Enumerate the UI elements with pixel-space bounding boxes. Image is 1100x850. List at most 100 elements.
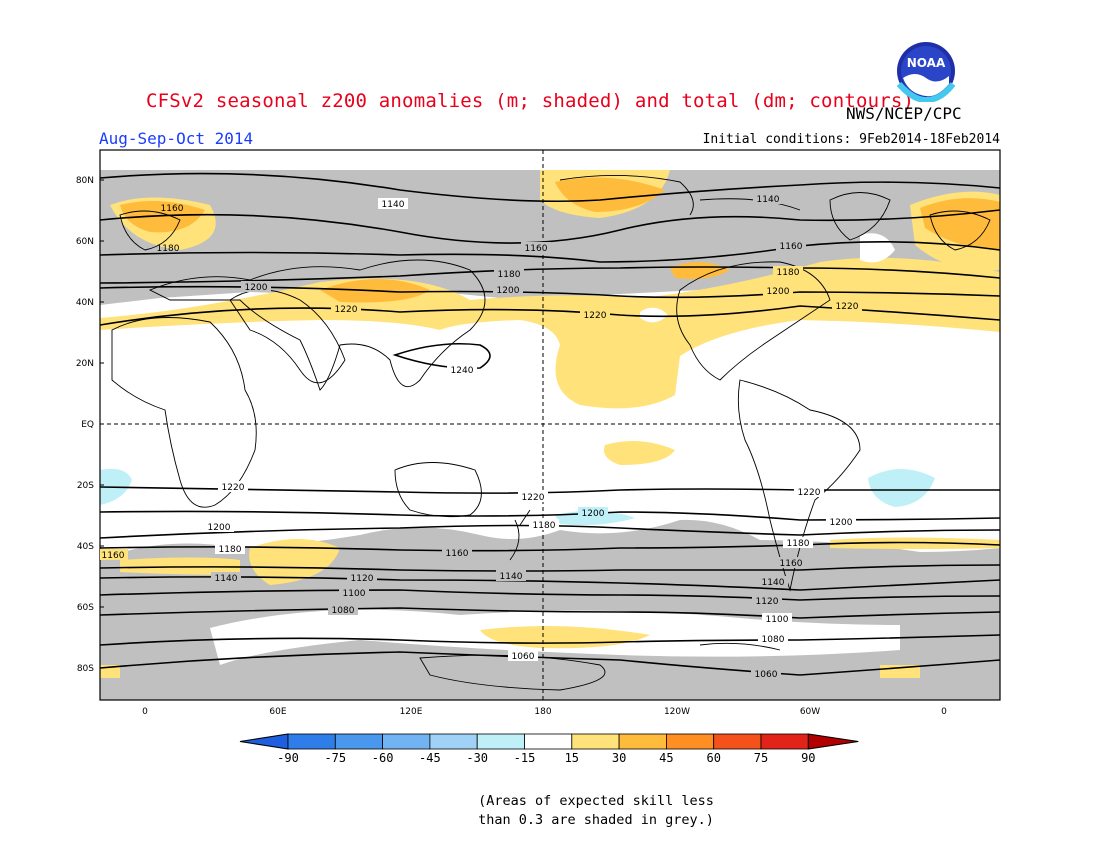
colorbar-segment [618,733,667,750]
svg-text:1180: 1180 [219,545,242,555]
colorbar-tick-label: 30 [612,751,626,765]
svg-text:1180: 1180 [498,270,521,280]
contour-label: 1140 [378,198,408,210]
latitude-axis: 80N 60N 40N 20N EQ 20S 40S 60S 80S [76,176,104,674]
svg-text:1180: 1180 [777,268,800,278]
lon-label: 120E [400,707,423,717]
svg-text:1060: 1060 [512,652,535,662]
svg-text:1160: 1160 [161,204,184,214]
contour-label: 1160 [776,240,806,252]
skill-note-line: than 0.3 are shaded in grey.) [478,812,714,828]
svg-text:1180: 1180 [787,539,810,549]
coastlines [111,175,991,691]
lon-label: 0 [941,707,947,717]
svg-text:1140: 1140 [382,200,405,210]
noaa-logo-icon: NOAA [896,42,956,102]
map-title: CFSv2 seasonal z200 anomalies (m; shaded… [146,90,915,112]
svg-text:1160: 1160 [780,242,803,252]
skill-note-line: (Areas of expected skill less [478,793,714,809]
colorbar-tick-label: 45 [659,751,673,765]
contour-label: 1220 [518,491,548,503]
lat-label: 60S [77,603,94,613]
colorbar-segment [287,733,336,750]
svg-text:1160: 1160 [102,551,125,561]
contour-label: 1160 [776,557,806,569]
contour-label: 1160 [161,204,184,214]
colorbar-right-arrow [807,733,859,750]
contour-label: 1180 [157,244,180,254]
contour-label: 1160 [442,547,472,559]
svg-text:1140: 1140 [762,578,785,588]
colorbar-segment [760,733,809,750]
colorbar-segment [524,733,573,750]
svg-text:1240: 1240 [451,366,474,376]
lat-label: EQ [81,420,94,430]
contour-label: 1200 [493,284,523,296]
contour-labels: 1140 1160 1180 1200 1220 1240 1140 1160 … [100,193,862,680]
contour-label: 1180 [783,537,813,549]
lat-label: 20S [77,481,94,491]
colorbar-tick-label: 60 [706,751,720,765]
svg-text:1220: 1220 [836,302,859,312]
colorbar-segment [382,733,431,750]
contour-label: 1180 [773,266,803,278]
svg-text:1140: 1140 [757,195,780,205]
lon-label: 60W [800,707,820,717]
svg-text:1120: 1120 [351,574,374,584]
contour-label: 1180 [529,519,559,531]
reference-lines [100,150,1000,700]
contour-label: 1140 [496,570,526,582]
svg-text:1220: 1220 [222,483,245,493]
contour-label: 1140 [211,572,241,584]
lat-label: 40N [76,298,94,308]
contour-label: 1100 [339,587,369,599]
contour-label: 1200 [241,281,271,293]
colorbar-tick-label: -60 [372,751,394,765]
contour-label: 1220 [218,481,248,493]
skill-note: (Areas of expected skill less than 0.3 a… [0,792,1100,830]
lat-label: 80N [76,176,94,186]
colorbar-segment [476,733,525,750]
contour-label: 1060 [508,650,538,662]
colorbar-tick-label: -45 [419,751,441,765]
season-label: Aug-Sep-Oct 2014 [99,129,254,148]
contour-label: 1200 [763,285,793,297]
contour-label: 1240 [447,364,477,376]
map-frame [99,149,1001,701]
colorbar-tick-label: -90 [277,751,299,765]
initial-conditions-label: Initial conditions: 9Feb2014-18Feb2014 [702,132,1000,147]
colorbar-tick-label: 75 [754,751,768,765]
svg-text:1180: 1180 [533,521,556,531]
contour-label: 1160 [521,242,551,254]
svg-text:1100: 1100 [766,615,789,625]
anomaly-shading [100,150,1000,700]
colorbar-segment [334,733,383,750]
noaa-logo-text: NOAA [907,56,946,70]
lat-label: 60N [76,237,94,247]
colorbar-tick-label: 15 [565,751,579,765]
contour-label: 1220 [331,303,361,315]
contour-label: 1060 [751,668,781,680]
svg-text:1160: 1160 [446,549,469,559]
colorbar-left-arrow [239,733,289,750]
contour-label: 1080 [758,633,788,645]
contour-label: 1120 [347,572,377,584]
lat-label: 20N [76,359,94,369]
lat-label: 40S [77,542,94,552]
contour-label: 1200 [578,507,608,519]
contour-label: 1140 [753,193,783,205]
contour-label: 1220 [832,300,862,312]
svg-text:1200: 1200 [497,286,520,296]
agency-label: NWS/NCEP/CPC [846,104,962,123]
svg-text:1080: 1080 [762,635,785,645]
colorbar: -90 -75 -60 -45 -30 -15 15 30 45 60 75 90 [239,733,859,765]
svg-text:1060: 1060 [755,670,778,680]
contour-label: 1160 [100,549,128,561]
svg-text:1140: 1140 [215,574,238,584]
svg-text:1160: 1160 [780,559,803,569]
map-panel: 80N 60N 40N 20N EQ 20S 40S 60S 80S 0 60 E… [76,149,1001,765]
colorbar-segment [429,733,478,750]
svg-text:1180: 1180 [157,244,180,254]
svg-text:1200: 1200 [830,518,853,528]
svg-text:1080: 1080 [332,606,355,616]
